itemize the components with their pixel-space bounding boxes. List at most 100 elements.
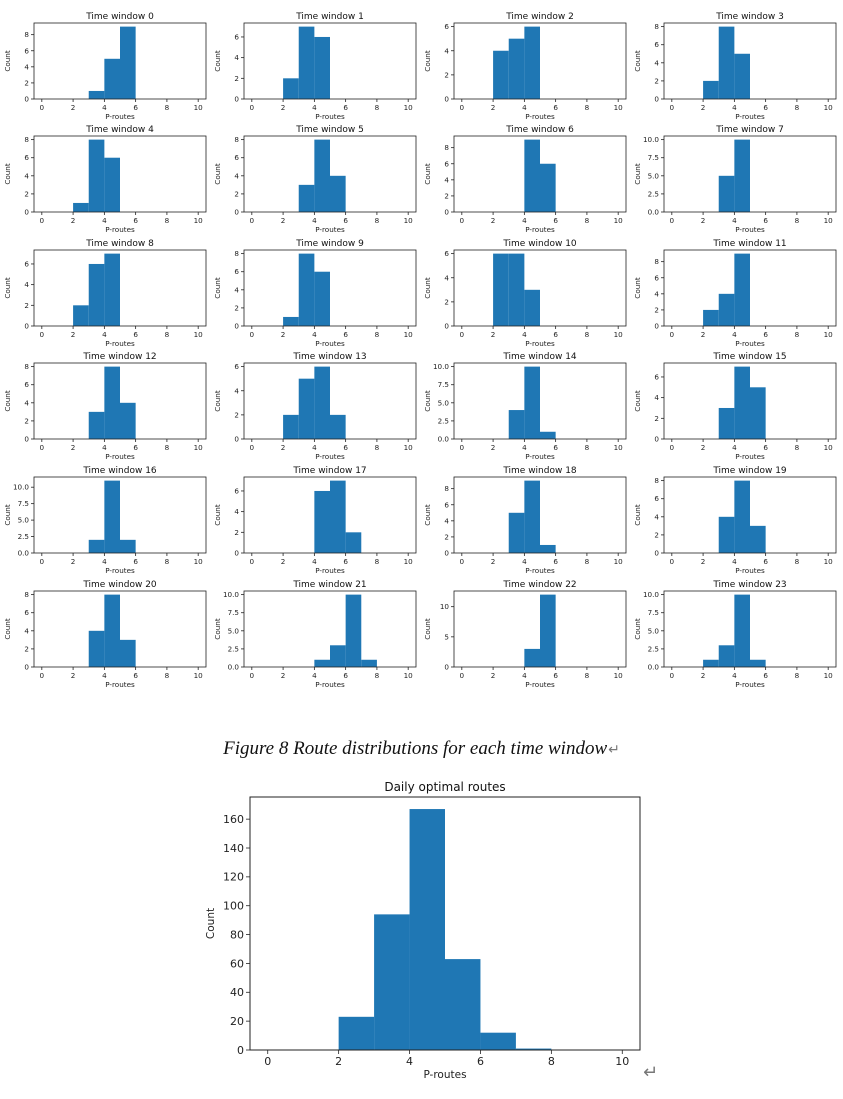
y-tick-label: 5.0	[648, 626, 660, 635]
histogram-bar	[540, 163, 556, 212]
x-axis-label: P-routes	[735, 452, 765, 461]
y-tick-label: 2	[444, 532, 449, 541]
y-tick-label: 4	[24, 280, 29, 289]
x-tick-label: 6	[343, 216, 348, 225]
chart-title: Time window 20	[82, 580, 157, 590]
plot-frame	[453, 362, 627, 440]
y-tick-label: 6	[24, 608, 29, 617]
histogram-bar	[524, 648, 540, 667]
x-tick-label: 6	[763, 216, 768, 225]
x-tick-label: 0	[460, 557, 465, 566]
histogram-bar	[493, 253, 509, 326]
histogram-bar	[104, 253, 120, 326]
chart-title: Time window 10	[502, 239, 577, 249]
x-tick-label: 0	[460, 330, 465, 339]
histogram-bar	[718, 516, 735, 553]
figure-caption: Figure 8 Route distributions for each ti…	[0, 738, 843, 760]
y-tick-label: 2	[24, 644, 29, 653]
y-tick-label: 0	[234, 549, 239, 558]
histogram-bar	[540, 431, 556, 439]
y-axis-label: Count	[205, 908, 217, 939]
x-tick-label: 0	[250, 671, 255, 680]
y-tick-label: 8	[24, 30, 29, 39]
y-tick-label: 2.5	[648, 644, 659, 653]
x-tick-label: 8	[375, 557, 380, 566]
plot-frame	[453, 476, 627, 554]
chart-title: Time window 9	[295, 239, 364, 249]
y-tick-label: 2	[24, 301, 29, 310]
plot-frame	[33, 249, 207, 327]
x-axis-label: P-routes	[105, 112, 135, 121]
x-tick-label: 10	[404, 103, 414, 112]
x-tick-label: 10	[194, 103, 204, 112]
x-axis-label: P-routes	[315, 225, 345, 234]
y-tick-label: 0	[234, 322, 239, 331]
x-tick-label: 4	[102, 216, 107, 225]
y-tick-label: 6	[234, 153, 239, 162]
y-axis-label: Count	[633, 163, 642, 185]
histogram-bar	[120, 539, 136, 553]
histogram-bar	[88, 139, 105, 212]
x-tick-label: 6	[553, 330, 558, 339]
chart-title: Time window 4	[85, 125, 154, 135]
histogram-bar	[314, 271, 330, 326]
chart-title: Time window 15	[712, 352, 786, 362]
histogram-bar	[314, 659, 330, 667]
y-tick-label: 2.5	[648, 189, 659, 198]
y-tick-label: 6	[444, 500, 449, 509]
chart-title: Time window 12	[82, 352, 156, 362]
y-tick-label: 6	[444, 249, 449, 258]
y-tick-label: 140	[223, 842, 244, 855]
x-tick-label: 2	[71, 671, 76, 680]
x-tick-label: 4	[312, 103, 317, 112]
y-tick-label: 4	[234, 53, 239, 62]
x-tick-label: 0	[250, 216, 255, 225]
histogram-bar	[524, 139, 540, 212]
x-tick-label: 10	[614, 557, 624, 566]
histogram-bar	[104, 594, 120, 667]
x-axis-label: P-routes	[315, 112, 345, 121]
y-tick-label: 0	[654, 95, 659, 104]
x-tick-label: 10	[824, 330, 834, 339]
x-tick-label: 2	[701, 330, 706, 339]
x-tick-label: 8	[165, 443, 170, 452]
plot-frame	[33, 476, 207, 554]
y-tick-label: 2.5	[18, 532, 29, 541]
x-tick-label: 8	[795, 443, 800, 452]
y-tick-label: 2	[654, 414, 659, 423]
y-tick-label: 7.5	[438, 380, 449, 389]
plot-frame	[33, 135, 207, 213]
plot-frame	[663, 22, 837, 100]
x-tick-label: 0	[670, 330, 675, 339]
histogram-bar	[314, 139, 330, 212]
y-axis-label: Count	[3, 50, 12, 72]
y-axis-label: Count	[423, 618, 432, 640]
x-tick-label: 8	[165, 557, 170, 566]
x-tick-label: 8	[585, 671, 590, 680]
y-tick-label: 0.0	[648, 663, 660, 672]
x-tick-label: 10	[614, 671, 624, 680]
histogram-bar	[330, 645, 346, 667]
histogram-bar	[718, 293, 735, 326]
y-axis-label: Count	[213, 50, 222, 72]
plot-frame	[243, 590, 417, 668]
x-tick-label: 6	[343, 330, 348, 339]
x-tick-label: 10	[824, 557, 834, 566]
x-tick-label: 6	[133, 557, 138, 566]
histogram-bar	[345, 594, 362, 667]
y-axis-label: Count	[3, 618, 12, 640]
x-tick-label: 6	[763, 443, 768, 452]
x-axis-label: P-routes	[423, 1069, 466, 1081]
histogram-bar	[330, 175, 346, 212]
y-tick-label: 60	[230, 957, 244, 970]
x-tick-label: 2	[71, 330, 76, 339]
y-tick-label: 5	[444, 632, 449, 641]
x-tick-label: 2	[491, 671, 496, 680]
x-tick-label: 6	[763, 671, 768, 680]
y-tick-label: 6	[234, 486, 239, 495]
x-tick-label: 0	[40, 671, 45, 680]
histogram-bar	[750, 659, 766, 667]
chart-title: Time window 8	[85, 239, 154, 249]
y-tick-label: 0	[444, 322, 449, 331]
y-tick-label: 8	[24, 135, 29, 144]
